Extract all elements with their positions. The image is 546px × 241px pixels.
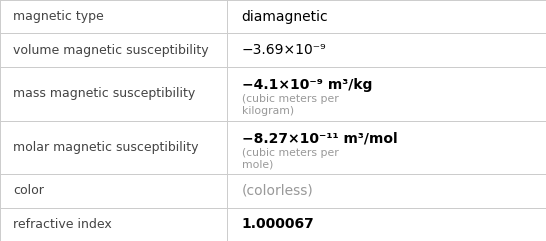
Text: −8.27×10⁻¹¹ m³/mol: −8.27×10⁻¹¹ m³/mol (241, 132, 397, 146)
Text: color: color (13, 184, 44, 197)
Text: −3.69×10⁻⁹: −3.69×10⁻⁹ (241, 43, 326, 57)
Text: volume magnetic susceptibility: volume magnetic susceptibility (13, 44, 209, 57)
Text: (cubic meters per: (cubic meters per (241, 94, 339, 104)
Text: mole): mole) (241, 159, 273, 169)
Text: molar magnetic susceptibility: molar magnetic susceptibility (13, 141, 199, 154)
Text: (colorless): (colorless) (241, 184, 313, 198)
Text: 1.000067: 1.000067 (241, 217, 314, 231)
Text: refractive index: refractive index (13, 218, 112, 231)
Text: kilogram): kilogram) (241, 106, 294, 116)
Text: −4.1×10⁻⁹ m³/kg: −4.1×10⁻⁹ m³/kg (241, 78, 372, 92)
Text: mass magnetic susceptibility: mass magnetic susceptibility (13, 87, 195, 100)
Text: magnetic type: magnetic type (13, 10, 104, 23)
Text: diamagnetic: diamagnetic (241, 10, 328, 24)
Text: (cubic meters per: (cubic meters per (241, 148, 339, 158)
